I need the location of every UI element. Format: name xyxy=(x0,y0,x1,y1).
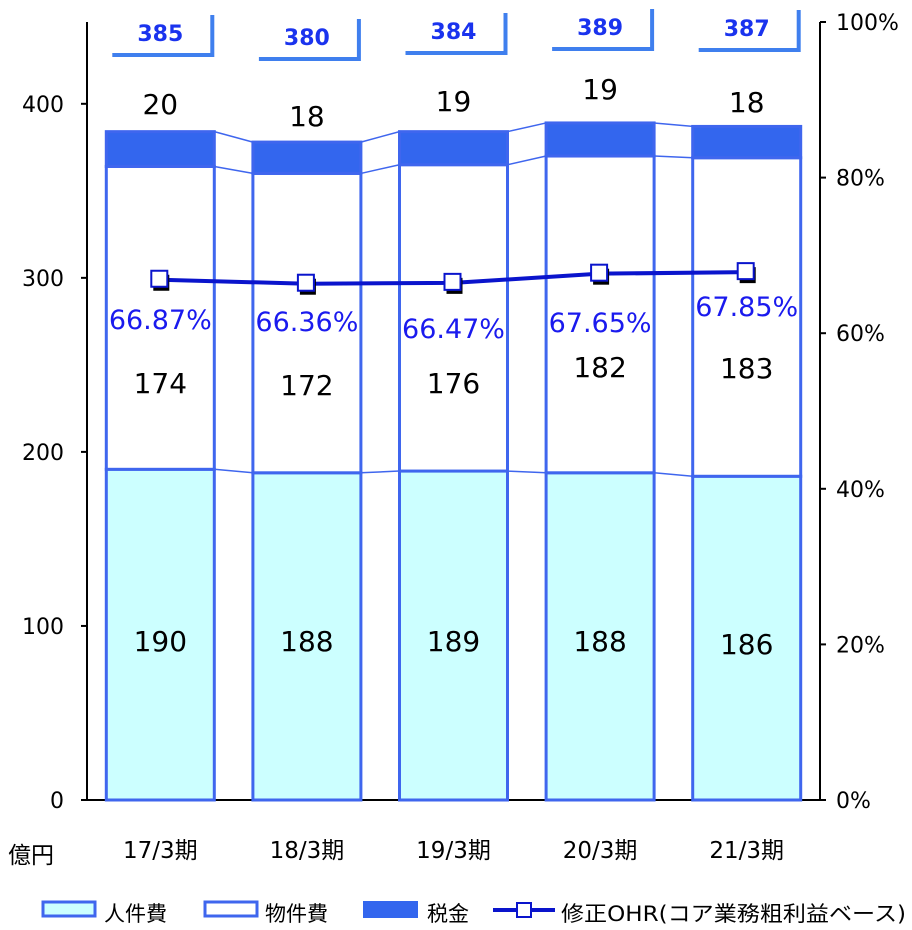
y-right-tick-label: 80% xyxy=(836,167,885,192)
legend-label-zeikin: 税金 xyxy=(427,902,469,926)
legend-label-bukkenhi: 物件費 xyxy=(265,902,328,926)
label-jinkenhi: 189 xyxy=(427,625,480,658)
y-right-tick-label: 60% xyxy=(836,322,885,347)
series-connector xyxy=(507,122,547,133)
total-label: 380 xyxy=(284,26,330,51)
series-connector xyxy=(654,122,693,128)
label-jinkenhi: 186 xyxy=(720,628,773,661)
series-connector xyxy=(654,155,693,159)
series-connector xyxy=(507,470,547,474)
label-bukkenhi: 176 xyxy=(427,367,480,400)
x-tick-label: 17/3期 xyxy=(123,838,198,864)
bar-jinkenhi xyxy=(104,467,216,802)
total-bracket xyxy=(112,15,215,57)
y-right-tick-label: 40% xyxy=(836,478,885,503)
legend-label-ohr: 修正OHR(コア業務粗利益ベース) xyxy=(561,902,906,926)
bar-zeikin xyxy=(544,121,656,158)
bar-jinkenhi xyxy=(251,471,363,802)
ohr-line: 66.87% 66.36% 66.47% 67.65% 67.85% xyxy=(109,262,798,345)
series-connector xyxy=(360,130,400,143)
series-connector xyxy=(360,163,400,175)
bar-zeikin xyxy=(398,130,509,167)
ohr-marker xyxy=(590,263,609,282)
label-jinkenhi: 190 xyxy=(134,625,187,658)
legend-swatch-jinkenhi xyxy=(41,900,97,918)
label-bukkenhi: 182 xyxy=(573,351,626,384)
label-bukkenhi: 172 xyxy=(280,369,333,402)
series-connector xyxy=(214,468,253,474)
bar-bukkenhi xyxy=(398,163,509,473)
legend-label-jinkenhi: 人件費 xyxy=(104,902,167,926)
legend-swatch-bukkenhi xyxy=(203,900,259,918)
total-label: 384 xyxy=(431,20,477,45)
bar-bukkenhi xyxy=(251,171,363,475)
label-bukkenhi: 183 xyxy=(720,352,773,385)
series-connector xyxy=(507,155,547,166)
label-jinkenhi: 188 xyxy=(280,625,333,658)
total-bracket xyxy=(698,10,801,52)
ohr-value-label: 67.85% xyxy=(695,292,798,323)
y-right-tick-label: 0% xyxy=(836,789,871,814)
x-tick-label: 18/3期 xyxy=(270,838,345,864)
y-right-tick-label: 100% xyxy=(836,11,899,36)
label-zeikin: 19 xyxy=(436,85,472,118)
ohr-marker xyxy=(443,272,462,291)
label-zeikin: 19 xyxy=(582,73,618,106)
series-connector xyxy=(214,165,254,175)
y-left-tick-label: 300 xyxy=(22,267,64,292)
bar-jinkenhi xyxy=(398,469,509,802)
total-label: 389 xyxy=(577,16,623,41)
x-tick-label: 20/3期 xyxy=(563,838,638,864)
legend: 人件費 物件費 税金 修正OHR(コア業務粗利益ベース) xyxy=(41,900,906,926)
label-zeikin: 20 xyxy=(142,88,178,121)
label-zeikin: 18 xyxy=(289,100,325,133)
segment-labels: 190 174 20 188 172 18 189 176 19 188 182 19 186 183 18… xyxy=(112,9,801,661)
legend-swatch-ohr-marker xyxy=(516,902,532,918)
total-bracket xyxy=(258,19,361,61)
total-bracket xyxy=(552,9,655,51)
series-connector xyxy=(654,472,693,478)
ohr-marker xyxy=(150,269,169,288)
bar-bukkenhi xyxy=(104,164,216,471)
bar-zeikin xyxy=(691,124,803,160)
series-connector xyxy=(360,470,400,474)
ohr-value-label: 66.36% xyxy=(255,307,358,338)
y-unit-label: 億円 xyxy=(8,843,54,869)
bar-bukkenhi xyxy=(691,156,803,478)
label-bukkenhi: 174 xyxy=(134,367,187,400)
ohr-marker xyxy=(736,262,755,281)
total-label: 387 xyxy=(724,17,770,42)
total-label: 385 xyxy=(137,22,183,47)
label-jinkenhi: 188 xyxy=(573,625,626,658)
ohr-marker xyxy=(296,273,315,292)
y-left-tick-label: 0 xyxy=(50,789,64,814)
bar-zeikin xyxy=(104,130,216,168)
y-left-tick-label: 200 xyxy=(22,441,64,466)
bar-bukkenhi xyxy=(544,154,656,475)
x-tick-label: 19/3期 xyxy=(416,838,491,864)
y-left-tick-label: 400 xyxy=(22,93,64,118)
series-connector xyxy=(214,130,254,143)
y-left-tick-label: 100 xyxy=(22,615,64,640)
ohr-value-label: 66.47% xyxy=(402,314,505,345)
total-bracket xyxy=(405,13,508,55)
label-zeikin: 18 xyxy=(729,86,765,119)
y-right-tick-label: 20% xyxy=(836,633,885,658)
legend-swatch-zeikin xyxy=(363,901,418,918)
bars xyxy=(104,121,803,802)
bar-zeikin xyxy=(251,140,363,175)
ohr-value-label: 67.65% xyxy=(549,308,652,339)
x-tick-label: 21/3期 xyxy=(709,838,784,864)
axes: 0 100 200 300 400 0% 20% 40% 60% 80% 100% 億円 17/3期 18… xyxy=(8,11,899,869)
ohr-value-label: 66.87% xyxy=(109,305,212,336)
